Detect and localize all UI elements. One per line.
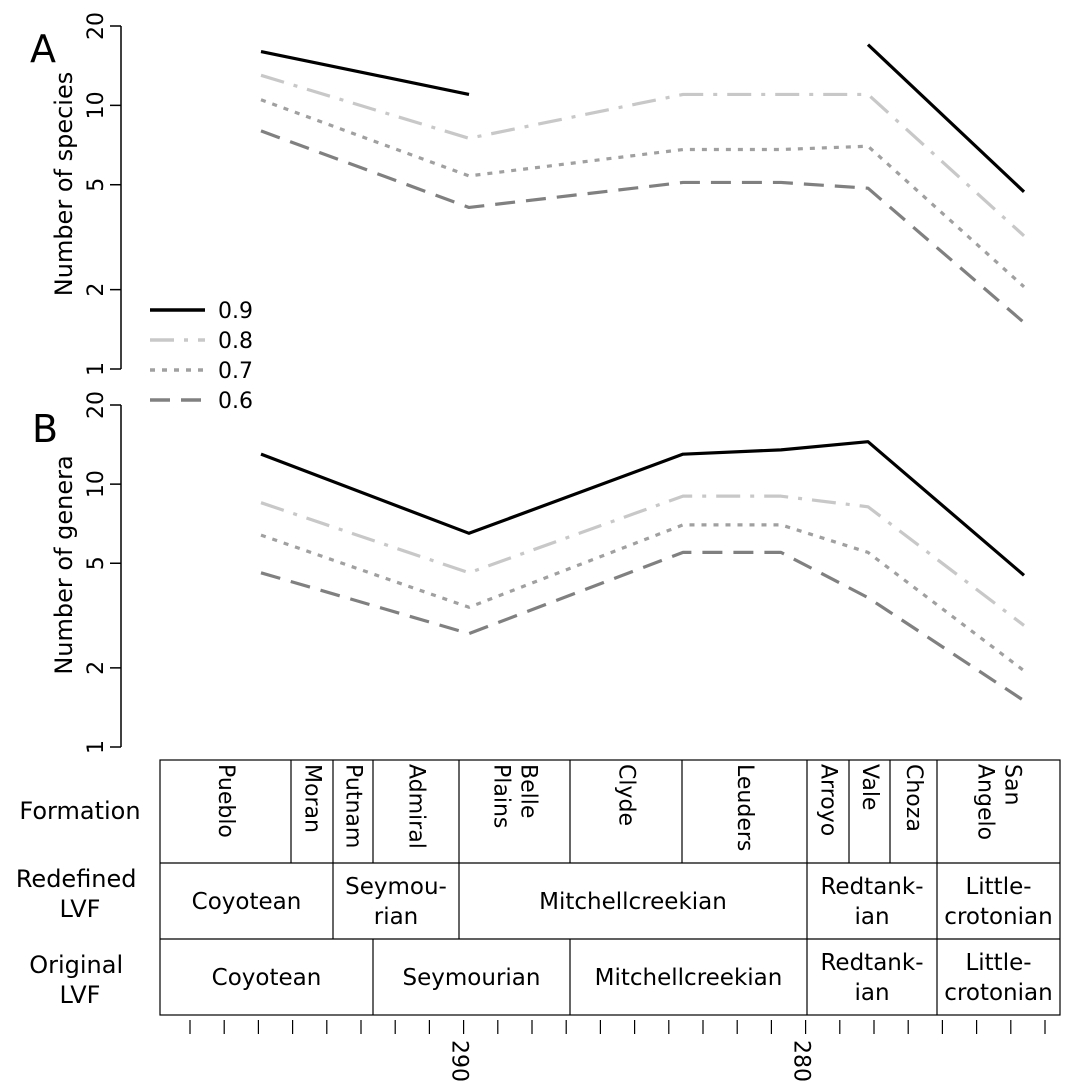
series-line-a-07-0 — [260, 98, 1026, 288]
legend: 0.9 0.8 0.7 0.6 — [150, 299, 253, 414]
series-line-a-08-0 — [260, 73, 1026, 238]
panel-a-y-axis-label: Number of species — [50, 72, 78, 296]
table-border — [159, 759, 1061, 1016]
row-label-redefined-line2: LVF — [60, 895, 101, 923]
panel-b-y-axis-label: Number of genera — [50, 455, 78, 674]
stratigraphy-grid — [159, 759, 1061, 1016]
y-tick-label-b-2: 5 — [84, 556, 109, 570]
panel-b-series — [260, 440, 1026, 703]
formation-label-7-0: Arroyo — [816, 764, 841, 836]
formation-label-8-0: Vale — [857, 764, 882, 810]
original-lvf-label-3-0: Redtank- — [820, 950, 923, 976]
y-tick-label-b-0: 1 — [84, 740, 109, 754]
panel-a-y-ticks: 1 2 5 10 20 — [84, 12, 121, 376]
row-label-original-lvf: Original LVF — [29, 951, 131, 1009]
panel-b-label: B — [32, 407, 58, 451]
original-lvf-label-1-0: Seymourian — [403, 965, 541, 991]
y-tick-label-b-4: 20 — [84, 391, 109, 419]
formation-label-1-0: Moran — [300, 764, 325, 833]
formation-label-4-1: Plains — [489, 764, 514, 828]
panel-a-label: A — [30, 27, 56, 71]
redefined-lvf-label-3-0: Redtank- — [820, 874, 923, 900]
series-line-b-08-0 — [260, 494, 1025, 627]
formation-label-6-0: Leuders — [732, 764, 757, 851]
stratigraphy-table: Formation Redefined LVF Original LVF Pue… — [16, 759, 1061, 1016]
formation-label-4-0: Belle — [516, 764, 541, 818]
formation-label-10-1: Angelo — [973, 764, 998, 840]
redefined-lvf-label-4-0: Little- — [965, 874, 1031, 900]
original-lvf-row: Coyotean Seymourian Mitchellcreekian Redtan… — [212, 939, 1053, 1015]
row-label-original-line1: Original — [29, 951, 123, 979]
redefined-lvf-label-3-1: ian — [854, 904, 889, 930]
row-label-redefined-line1: Redefined — [16, 865, 137, 893]
row-label-redefined-lvf: Redefined LVF — [16, 865, 144, 923]
row-label-formation: Formation — [19, 797, 140, 825]
time-tick-label-0: 290 — [447, 1040, 472, 1082]
series-line-a-09-0 — [260, 49, 470, 97]
formation-label-3-0: Admiral — [404, 764, 429, 849]
legend-label-2: 0.7 — [218, 359, 253, 384]
redefined-lvf-row: Coyotean Seymou-rian Mitchellcreekian Redta… — [192, 863, 1053, 939]
y-tick-label-a-0: 1 — [84, 362, 109, 376]
redefined-lvf-label-1-1: rian — [374, 904, 419, 930]
legend-label-3: 0.6 — [218, 389, 253, 414]
y-tick-label-a-3: 10 — [84, 91, 109, 119]
panel-a-species: A Number of species 1 2 5 10 20 — [30, 12, 1026, 376]
series-line-a-06-0 — [260, 129, 1026, 324]
redefined-lvf-label-0-0: Coyotean — [192, 889, 302, 915]
redefined-lvf-label-4-1: crotonian — [944, 904, 1052, 930]
panel-b-y-ticks: 1 2 5 10 20 — [84, 391, 121, 754]
series-line-b-09-0 — [260, 440, 1026, 577]
series-line-a-09-1 — [866, 43, 1026, 193]
redefined-lvf-label-1-0: Seymou- — [345, 874, 447, 900]
y-tick-label-b-1: 2 — [84, 661, 109, 675]
formation-label-9-0: Choza — [901, 764, 926, 832]
formation-label-5-0: Clyde — [614, 764, 639, 826]
panel-a-series — [260, 43, 1026, 324]
formation-label-0-0: Pueblo — [213, 764, 238, 838]
row-label-original-line2: LVF — [60, 981, 101, 1009]
formation-label-2-0: Putnam — [341, 764, 366, 848]
legend-label-1: 0.8 — [218, 329, 253, 354]
time-axis: 290 280 — [189, 1020, 1046, 1082]
original-lvf-label-2-0: Mitchellcreekian — [595, 965, 783, 991]
y-tick-label-a-4: 20 — [84, 12, 109, 40]
redefined-lvf-label-2-0: Mitchellcreekian — [539, 889, 727, 915]
panel-b-genera: B Number of genera 1 2 5 10 20 — [32, 391, 1026, 754]
series-line-b-07-0 — [260, 523, 1025, 673]
legend-label-0: 0.9 — [218, 299, 253, 324]
time-tick-label-1: 280 — [789, 1040, 814, 1082]
original-lvf-label-3-1: ian — [854, 980, 889, 1006]
original-lvf-label-4-1: crotonian — [944, 980, 1052, 1006]
formation-label-10-0: San — [1000, 764, 1025, 805]
y-tick-label-a-1: 2 — [84, 283, 109, 297]
original-lvf-label-4-0: Little- — [965, 950, 1031, 976]
y-tick-label-a-2: 5 — [84, 178, 109, 192]
original-lvf-label-0-0: Coyotean — [212, 965, 322, 991]
y-tick-label-b-3: 10 — [84, 470, 109, 498]
